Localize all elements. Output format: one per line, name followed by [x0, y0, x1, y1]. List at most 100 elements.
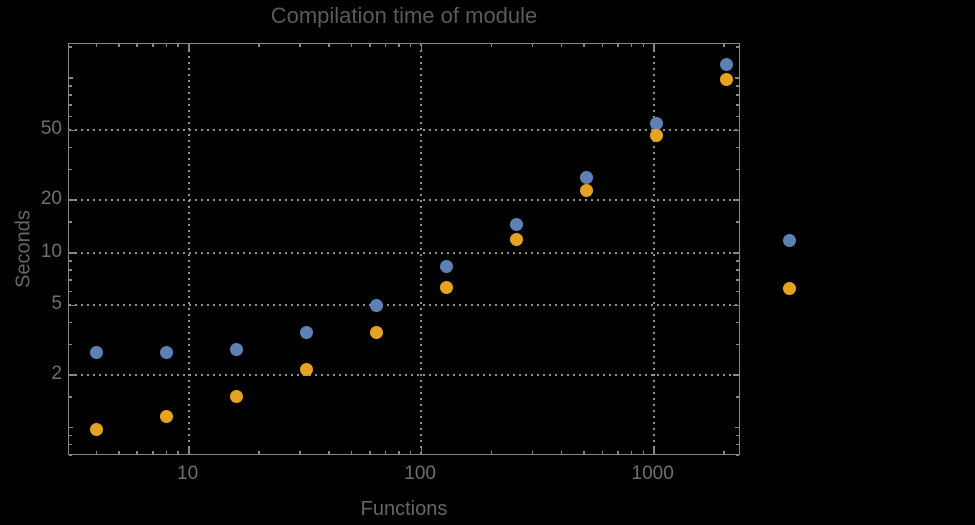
y-minor-tick: [69, 290, 72, 293]
x-minor-tick: [328, 451, 330, 454]
x-minor-tick: [95, 44, 98, 47]
x-minor-tick: [136, 451, 138, 454]
y-major-tick: [69, 199, 75, 201]
y-minor-tick: [736, 269, 739, 271]
h-gridline: [69, 129, 739, 132]
x-minor-tick: [258, 44, 260, 47]
y-minor-tick: [69, 146, 72, 149]
data-point-series-orange: [719, 73, 733, 87]
data-point-series-blue: [579, 170, 593, 184]
data-point-series-blue: [719, 57, 733, 71]
y-minor-tick: [69, 221, 72, 223]
data-point-series-orange: [439, 281, 453, 295]
data-point-series-orange: [229, 390, 243, 404]
data-point-series-orange: [509, 232, 523, 246]
y-major-tick: [733, 129, 739, 132]
y-major-tick: [69, 304, 75, 307]
h-gridline: [69, 304, 739, 307]
y-major-tick: [733, 252, 739, 254]
x-minor-tick: [617, 451, 619, 454]
data-point-series-blue: [89, 345, 103, 359]
x-minor-tick: [490, 451, 493, 454]
x-minor-tick: [177, 451, 179, 454]
y-major-tick: [69, 129, 75, 132]
x-minor-tick: [723, 44, 725, 47]
x-minor-tick: [350, 44, 353, 47]
y-minor-tick: [736, 290, 739, 293]
x-minor-tick: [118, 44, 120, 47]
x-minor-tick: [409, 451, 412, 454]
y-minor-tick: [736, 221, 739, 223]
y-minor-tick: [69, 434, 72, 437]
x-minor-tick: [560, 44, 563, 47]
x-minor-tick: [152, 44, 154, 47]
x-minor-tick: [118, 451, 120, 454]
y-minor-tick: [736, 321, 739, 324]
y-tick-label: 5: [51, 293, 62, 315]
x-major-tick: [420, 44, 423, 50]
y-minor-tick: [736, 260, 739, 262]
x-major-tick: [653, 448, 655, 454]
x-axis-label: Functions: [360, 498, 448, 520]
x-minor-tick: [531, 44, 534, 47]
y-minor-tick: [736, 454, 739, 456]
x-minor-tick: [601, 44, 604, 47]
y-minor-tick: [69, 104, 72, 106]
x-tick-label: 1000: [631, 463, 674, 484]
y-minor-tick: [69, 260, 72, 262]
data-point-series-blue: [439, 260, 453, 274]
y-minor-tick: [736, 168, 739, 171]
x-minor-tick: [531, 451, 534, 454]
y-minor-tick: [736, 146, 739, 149]
x-minor-tick: [384, 44, 387, 47]
y-minor-tick: [736, 396, 739, 398]
y-major-tick: [733, 199, 739, 201]
x-minor-tick: [583, 44, 585, 47]
y-minor-tick: [736, 115, 739, 118]
x-minor-tick: [642, 451, 644, 454]
x-minor-tick: [258, 451, 260, 454]
y-minor-tick: [736, 94, 739, 96]
data-point-series-blue: [369, 298, 383, 312]
x-minor-tick: [136, 44, 138, 47]
x-major-tick: [188, 44, 190, 50]
y-major-tick: [69, 252, 75, 254]
y-minor-tick: [69, 279, 72, 281]
x-minor-tick: [152, 451, 154, 454]
x-minor-tick: [299, 451, 301, 454]
y-mid-tick: [735, 426, 739, 429]
y-minor-tick: [69, 343, 72, 346]
data-point-series-orange: [579, 183, 593, 197]
data-point-series-orange: [89, 422, 103, 436]
x-minor-tick: [630, 44, 633, 47]
legend-marker-orange: [783, 282, 796, 295]
x-minor-tick: [617, 44, 619, 47]
data-point-series-blue: [159, 345, 173, 359]
y-minor-tick: [69, 115, 72, 118]
x-minor-tick: [583, 451, 585, 454]
x-minor-tick: [409, 44, 412, 47]
x-minor-tick: [369, 451, 371, 454]
y-tick-label: 20: [40, 187, 62, 209]
y-minor-tick: [69, 396, 72, 398]
y-mid-tick: [69, 77, 73, 79]
y-major-tick: [733, 304, 739, 307]
x-minor-tick: [630, 451, 633, 454]
y-minor-tick: [736, 434, 739, 437]
x-minor-tick: [384, 451, 387, 454]
y-minor-tick: [69, 321, 72, 324]
y-minor-tick: [69, 46, 72, 48]
y-minor-tick: [69, 168, 72, 171]
x-minor-tick: [601, 451, 604, 454]
x-minor-tick: [299, 44, 301, 47]
y-minor-tick: [736, 443, 739, 446]
x-minor-tick: [165, 44, 168, 47]
y-minor-tick: [736, 279, 739, 281]
y-minor-tick: [736, 46, 739, 48]
v-gridline: [652, 44, 655, 454]
data-point-series-orange: [649, 129, 663, 143]
x-minor-tick: [350, 451, 353, 454]
data-point-series-orange: [159, 410, 173, 424]
plot-area: [68, 43, 740, 456]
